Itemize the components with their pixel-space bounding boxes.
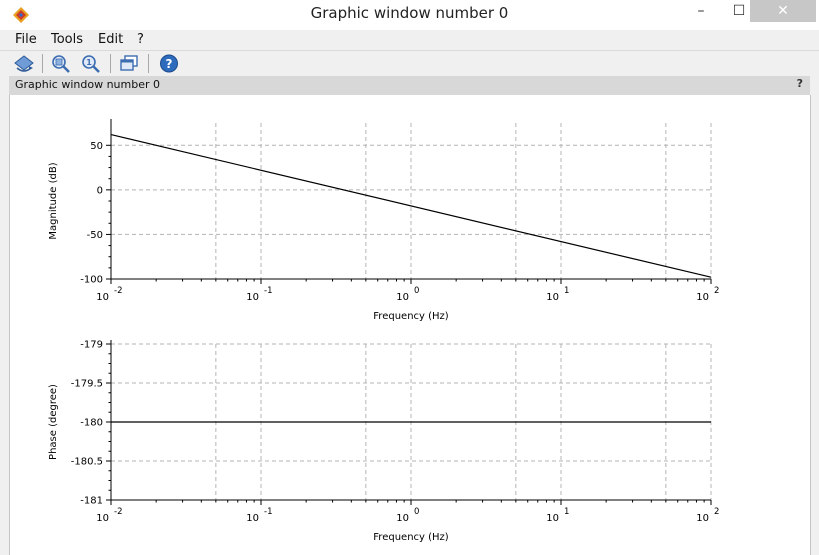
- help-icon[interactable]: ?: [158, 53, 180, 74]
- x-tick-base: 10: [96, 292, 109, 303]
- x-axis-label: Frequency (Hz): [373, 532, 449, 543]
- x-tick-exponent: -1: [264, 507, 272, 517]
- y-tick-label: -100: [80, 275, 103, 286]
- toolbar-separator: [148, 54, 149, 73]
- y-axis-label: Magnitude (dB): [48, 162, 59, 239]
- x-tick-exponent: 1: [564, 507, 569, 517]
- x-tick-exponent: 0: [414, 507, 419, 517]
- maximize-button[interactable]: ☐: [732, 3, 746, 19]
- menu-bar: File Tools Edit ?: [0, 30, 819, 51]
- y-tick-label: -180.5: [71, 457, 103, 468]
- x-tick-exponent: 1: [564, 286, 569, 296]
- x-tick-base: 10: [696, 292, 709, 303]
- x-tick-base: 10: [546, 513, 559, 524]
- close-button[interactable]: ✕: [750, 0, 816, 22]
- minimize-button[interactable]: –: [697, 3, 705, 19]
- graphic-canvas[interactable]: 50 0 -50 -100 10 -2 10 -1 10 0 10 1 10 2 Frequency (Hz…: [9, 95, 811, 555]
- x-tick-exponent: 2: [714, 286, 719, 296]
- menu-help[interactable]: ?: [137, 32, 144, 47]
- window-title: Graphic window number 0: [310, 4, 509, 22]
- x-tick-base: 10: [96, 513, 109, 524]
- rotate-icon[interactable]: [13, 53, 35, 74]
- x-tick-base: 10: [546, 292, 559, 303]
- x-tick-exponent: -1: [264, 286, 272, 296]
- y-tick-label: 50: [90, 141, 103, 152]
- series-line: [110, 134, 712, 278]
- x-tick-base: 10: [396, 513, 409, 524]
- y-tick-label: -50: [87, 230, 103, 241]
- x-tick-exponent: -2: [114, 507, 122, 517]
- toolbar-separator: [110, 54, 111, 73]
- zoom-reset-icon[interactable]: 1: [80, 53, 102, 74]
- menu-file[interactable]: File: [15, 32, 37, 47]
- y-tick-label: -181: [80, 496, 103, 507]
- y-tick-label: 0: [97, 185, 103, 196]
- svg-text:?: ?: [166, 57, 173, 71]
- y-tick-label: -180: [80, 418, 103, 429]
- window-border-right: [810, 30, 819, 555]
- y-tick-label: -179: [80, 340, 103, 351]
- toolbar-separator: [42, 54, 43, 73]
- y-axis-label: Phase (degree): [48, 384, 59, 460]
- window-border-left: [0, 30, 9, 555]
- toolbar: 1 ?: [0, 51, 819, 76]
- zoom-in-icon[interactable]: [50, 53, 72, 74]
- x-tick-exponent: -2: [114, 286, 122, 296]
- svg-text:1: 1: [86, 58, 92, 67]
- x-tick-base: 10: [246, 292, 259, 303]
- figure-title: Graphic window number 0: [15, 78, 160, 91]
- menu-tools[interactable]: Tools: [51, 32, 84, 47]
- figure-help-button[interactable]: ?: [796, 77, 803, 90]
- x-tick-base: 10: [246, 513, 259, 524]
- x-tick-base: 10: [396, 292, 409, 303]
- x-tick-exponent: 0: [414, 286, 419, 296]
- y-tick-label: -179.5: [71, 379, 103, 390]
- figure-header: Graphic window number 0 ?: [9, 76, 810, 96]
- title-bar: Graphic window number 0 – ☐ ✕: [0, 0, 819, 30]
- menu-edit[interactable]: Edit: [98, 32, 124, 47]
- scilab-app-icon[interactable]: [12, 6, 30, 24]
- x-tick-base: 10: [696, 513, 709, 524]
- x-axis-label: Frequency (Hz): [373, 311, 449, 322]
- x-tick-exponent: 2: [714, 507, 719, 517]
- new-window-icon[interactable]: [118, 53, 140, 74]
